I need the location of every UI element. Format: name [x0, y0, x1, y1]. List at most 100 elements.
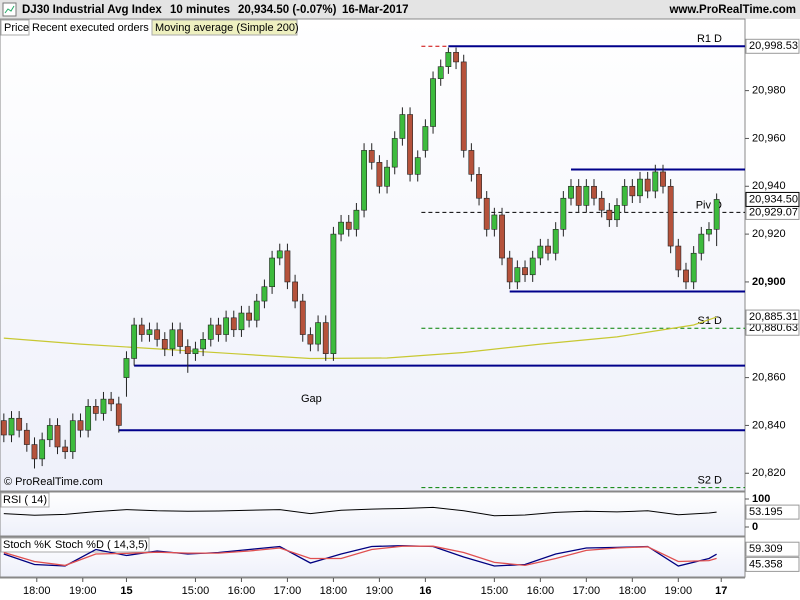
- y-tick-label: 20,960: [752, 132, 786, 144]
- stoch-value: 59.309: [749, 543, 783, 555]
- candle-body: [522, 267, 528, 276]
- x-tick-label: 16: [419, 585, 431, 597]
- instrument-title: DJ30 Industrial Avg Index: [22, 4, 162, 16]
- candle-body: [338, 221, 344, 235]
- candle-body: [131, 324, 138, 359]
- candle-body: [92, 405, 99, 414]
- candle-body: [345, 221, 352, 230]
- x-tick-label: 17: [715, 585, 727, 597]
- header-bar: [0, 0, 800, 19]
- candle-body: [292, 281, 298, 302]
- candle-body: [353, 209, 360, 230]
- panel-label: RSI ( 14): [3, 494, 47, 506]
- x-tick-label: 15:00: [481, 585, 509, 597]
- candle-body: [115, 403, 122, 426]
- candle-body: [169, 329, 176, 350]
- candle-body: [253, 300, 260, 321]
- candle-body: [591, 185, 597, 199]
- candle-body: [468, 150, 475, 175]
- candle-body: [16, 417, 23, 431]
- candle-body: [637, 178, 643, 197]
- candle-body: [575, 185, 582, 206]
- pivot-level-value-box: [745, 38, 800, 54]
- candle-body: [184, 346, 191, 354]
- candle-body: [215, 324, 222, 335]
- pivot-level-value: 20,929.07: [749, 206, 798, 218]
- candle-body: [698, 233, 705, 254]
- y-tick-label: 20,900: [752, 276, 786, 288]
- candle-body: [660, 171, 666, 187]
- legend-item[interactable]: Stoch %D ( 14,3,5): [55, 539, 148, 551]
- x-tick-label: 19:00: [665, 585, 693, 597]
- header-icon-glyph: [4, 5, 15, 14]
- candle-body: [269, 257, 275, 288]
- x-tick-label: 19:00: [366, 585, 394, 597]
- candle-body: [499, 214, 505, 259]
- pivot-level-value: 20,880.63: [749, 322, 798, 334]
- x-tick-label: 19:00: [69, 585, 97, 597]
- candle-body: [391, 138, 398, 168]
- legend-box: [151, 19, 298, 36]
- candle-body: [683, 269, 689, 283]
- candle-body: [284, 250, 291, 283]
- legend-item[interactable]: Moving average (Simple 200): [155, 22, 299, 34]
- candle-body: [223, 317, 230, 335]
- candle-body: [430, 78, 436, 127]
- candle-body: [100, 398, 107, 414]
- y-tick-label: 20,920: [752, 228, 786, 240]
- candle-body: [652, 171, 659, 192]
- last-price: 20,934.50: [749, 193, 798, 205]
- date: 16-Mar-2017: [342, 4, 408, 16]
- candle-body: [399, 114, 406, 139]
- candle-body: [706, 229, 712, 235]
- candle-body: [445, 52, 452, 67]
- candle-body: [0, 420, 7, 436]
- pivot-level-name: S1 D: [698, 315, 723, 327]
- candle-body: [200, 339, 207, 350]
- candle-body: [437, 66, 444, 79]
- candle-body: [560, 197, 567, 230]
- interval: 10 minutes: [170, 4, 230, 16]
- candle-body: [62, 446, 69, 453]
- candle-body: [307, 334, 314, 345]
- candle-body: [207, 324, 214, 340]
- candle-body: [675, 245, 682, 271]
- candle-body: [23, 429, 30, 445]
- candle-body: [54, 425, 61, 448]
- y-tick-label: 20,860: [752, 372, 786, 384]
- y-tick-label: 0: [752, 521, 758, 533]
- annotation: Gap: [301, 393, 322, 405]
- candle-body: [39, 439, 46, 460]
- last-price-box: [745, 191, 800, 207]
- candle-body: [537, 245, 544, 259]
- candle-body: [230, 317, 237, 331]
- y-tick-label: 20,820: [752, 467, 786, 479]
- y-tick-label: 20,980: [752, 85, 786, 97]
- candle-body: [330, 233, 337, 354]
- candle-body: [690, 252, 697, 283]
- candle-body: [108, 398, 115, 405]
- candle-body: [629, 185, 636, 197]
- candle-body: [322, 322, 329, 354]
- stoch-value: 45.358: [749, 558, 783, 570]
- candle-body: [46, 425, 53, 441]
- candle-body: [414, 157, 421, 175]
- candle-body: [529, 257, 536, 276]
- legend-item[interactable]: Recent executed orders: [32, 22, 149, 34]
- candle-body: [453, 52, 459, 63]
- candle-body: [315, 322, 321, 345]
- candle-body: [667, 185, 674, 247]
- site: www.ProRealTime.com: [668, 4, 796, 16]
- candle-body: [177, 329, 184, 347]
- time-axis: [0, 578, 800, 600]
- ma-value: 20,885.31: [749, 311, 798, 323]
- stoch-value-box: [745, 541, 800, 557]
- candle-body: [460, 61, 467, 151]
- price-panel: [0, 18, 746, 492]
- candle-body: [476, 174, 482, 199]
- candle-body: [644, 178, 651, 192]
- candle-body: [246, 312, 252, 321]
- y-tick-label: 20,840: [752, 419, 786, 431]
- legend-item[interactable]: Stoch %K: [3, 539, 52, 551]
- candle-body: [123, 358, 130, 378]
